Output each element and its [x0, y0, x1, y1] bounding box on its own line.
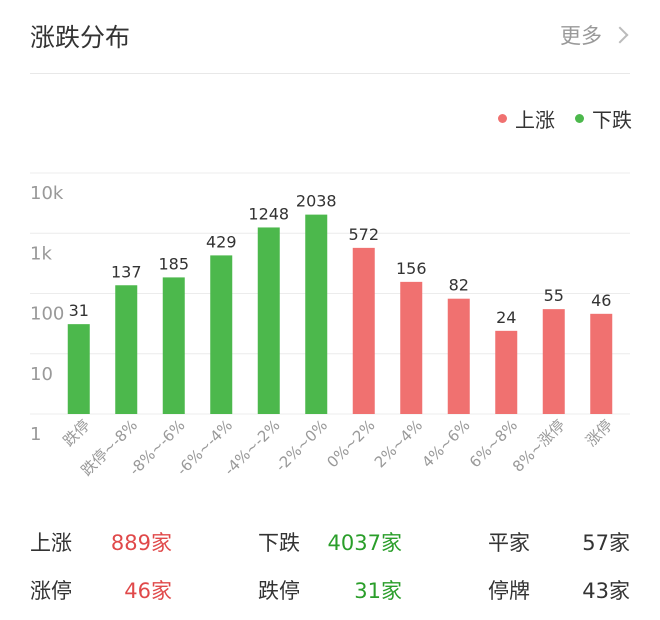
y-tick-label: 10	[30, 364, 53, 385]
bar	[257, 227, 280, 414]
bar	[67, 324, 90, 414]
bar	[447, 298, 470, 414]
bar-value-label: 31	[69, 301, 89, 320]
y-tick-label: 10k	[30, 183, 64, 204]
more-label: 更多	[560, 24, 602, 48]
x-tick-label: 2%~4%	[371, 416, 426, 471]
stat-label-up: 上涨	[30, 531, 72, 555]
stat-value-limit-down: 31家	[354, 579, 402, 603]
y-tick-label: 1k	[30, 243, 52, 264]
stat-label-flat: 平家	[488, 531, 530, 555]
stat-label-limit-up: 涨停	[30, 579, 72, 603]
bar-value-label: 185	[158, 254, 189, 273]
bar-value-label: 429	[206, 232, 237, 251]
x-tick-label: 8%~涨停	[509, 416, 569, 476]
distribution-bar-chart: 1101001k10k31跌停137跌停~-8%185-8%~-6%429-6%…	[30, 172, 630, 480]
bar	[352, 247, 375, 414]
bar-value-label: 572	[348, 225, 379, 244]
card-header: 涨跌分布 更多	[0, 0, 660, 74]
y-tick-label: 100	[30, 304, 64, 325]
chart-legend: 上涨 下跌	[498, 104, 632, 133]
header-divider	[30, 73, 630, 74]
bar-value-label: 2038	[296, 192, 337, 211]
x-tick-label: 跌停	[60, 416, 94, 450]
chevron-right-icon	[611, 26, 629, 44]
legend-dot-up	[498, 114, 507, 123]
bar	[305, 214, 328, 414]
x-tick-label: -2%~0%	[272, 416, 331, 475]
more-link[interactable]: 更多	[560, 20, 629, 50]
bar-value-label: 46	[591, 291, 611, 310]
bar	[115, 285, 138, 414]
stat-label-limit-down: 跌停	[258, 579, 300, 603]
legend-dot-down	[575, 114, 584, 123]
stat-value-limit-up: 46家	[124, 579, 172, 603]
bar-value-label: 137	[111, 262, 142, 281]
bar-value-label: 24	[496, 308, 516, 327]
stat-value-down: 4037家	[327, 531, 402, 555]
y-tick-label: 1	[30, 424, 41, 445]
legend-label-down: 下跌	[592, 108, 632, 132]
stat-label-suspended: 停牌	[488, 579, 530, 603]
x-tick-label: 4%~6%	[418, 416, 473, 471]
legend-label-up: 上涨	[515, 108, 555, 132]
bar	[162, 277, 185, 414]
bar	[542, 309, 565, 414]
bar	[400, 281, 423, 414]
bar-value-label: 156	[396, 259, 427, 278]
x-tick-label: 0%~2%	[323, 416, 378, 471]
legend-item-down[interactable]: 下跌	[575, 104, 632, 133]
bar	[495, 330, 518, 414]
stat-value-flat: 57家	[582, 531, 630, 555]
stat-value-suspended: 43家	[582, 579, 630, 603]
bar-value-label: 1248	[248, 204, 289, 223]
stat-value-up: 889家	[110, 531, 172, 555]
bar-value-label: 82	[449, 276, 469, 295]
legend-item-up[interactable]: 上涨	[498, 104, 555, 133]
bar	[210, 255, 233, 414]
stat-label-down: 下跌	[258, 531, 300, 555]
bar	[590, 313, 613, 414]
bar-value-label: 55	[544, 286, 564, 305]
card-title: 涨跌分布	[30, 23, 131, 52]
x-tick-label: 涨停	[582, 416, 616, 450]
